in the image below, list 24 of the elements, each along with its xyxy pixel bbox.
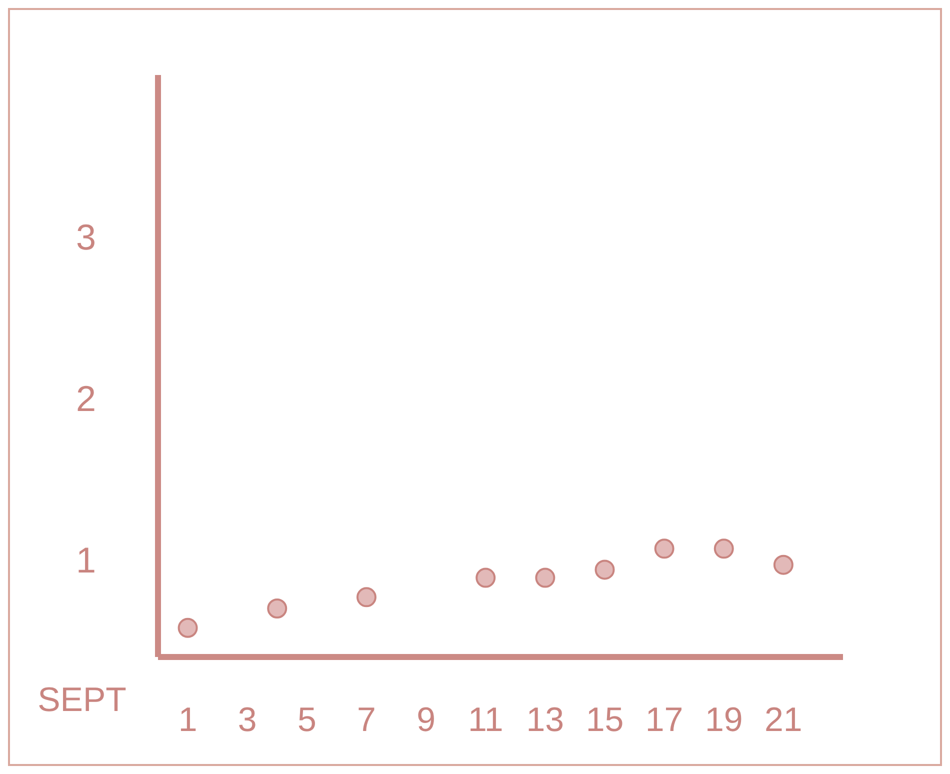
point (267, 598, 288, 618)
x-tick-label: 7 (357, 700, 376, 739)
x-tick-label: 9 (416, 700, 436, 739)
x-tick-label: 21 (764, 700, 802, 739)
x-tick-label: 13 (526, 700, 564, 739)
point (773, 554, 794, 575)
x-axis-title: SEPT (38, 680, 126, 719)
y-tick-label: 1 (76, 540, 96, 581)
y-tick-label: 2 (76, 378, 96, 419)
y-tick-label: 3 (76, 216, 96, 258)
point (594, 560, 615, 580)
point (178, 618, 198, 638)
x-tick-label: 17 (645, 700, 684, 739)
x-tick-label: 11 (468, 700, 504, 739)
x-tick-label: 15 (586, 700, 624, 739)
x-tick-label: 19 (704, 700, 743, 739)
point (476, 568, 496, 588)
point (654, 538, 674, 559)
point (714, 538, 734, 559)
x-tick-label: 3 (238, 700, 257, 739)
x-tick-label: 5 (297, 700, 316, 739)
point (356, 587, 376, 608)
x-tick-label: 1 (178, 700, 198, 739)
point (535, 568, 556, 588)
